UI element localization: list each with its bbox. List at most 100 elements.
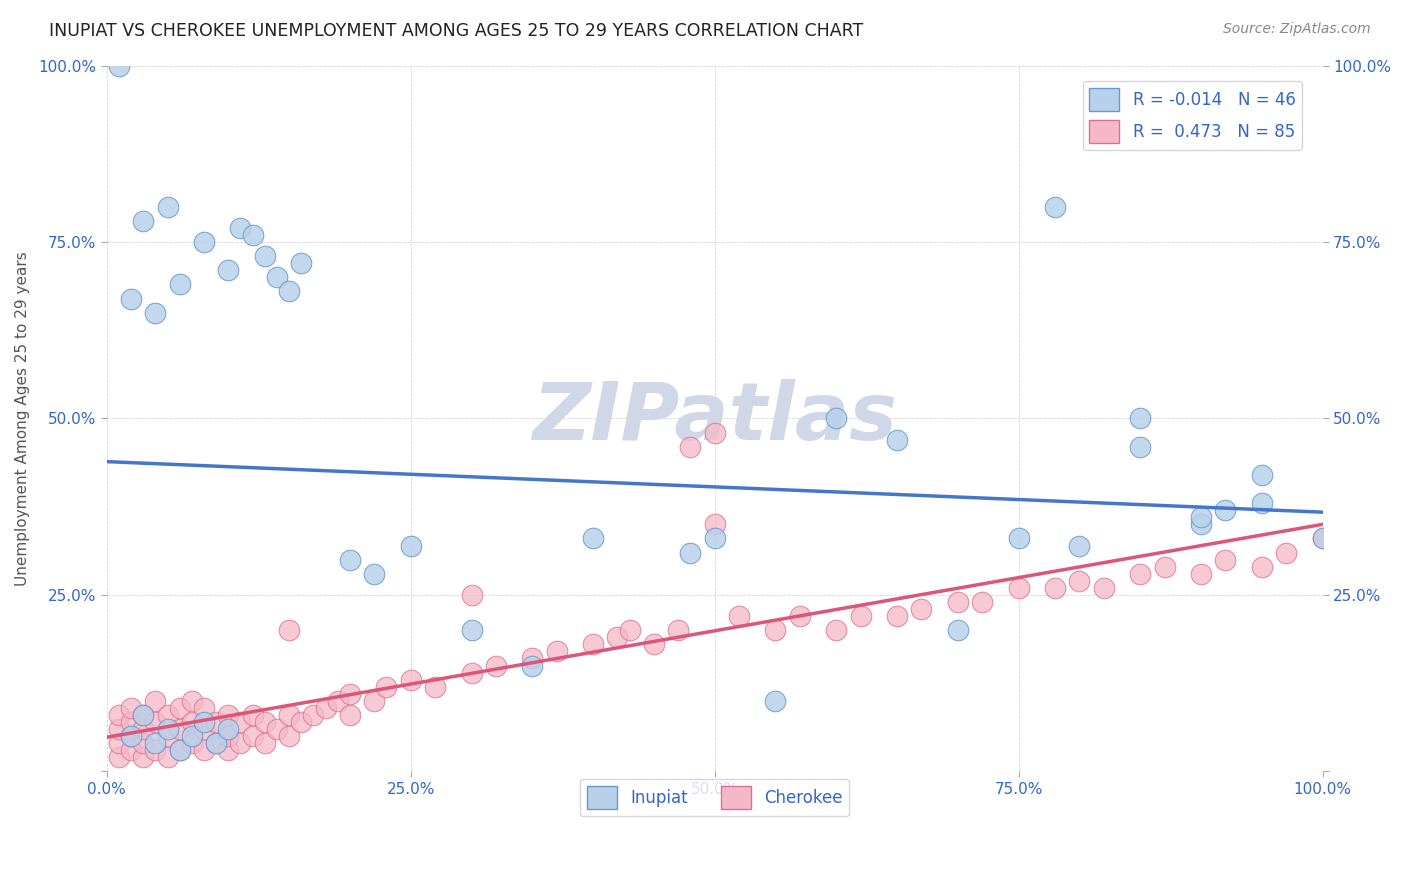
- Point: [120, 292, 142, 306]
- Point: [132, 736, 155, 750]
- Text: Source: ZipAtlas.com: Source: ZipAtlas.com: [1223, 22, 1371, 37]
- Point: [193, 701, 215, 715]
- Point: [679, 545, 702, 559]
- Point: [169, 743, 191, 757]
- Point: [132, 750, 155, 764]
- Point: [375, 680, 398, 694]
- Point: [1250, 559, 1272, 574]
- Point: [132, 707, 155, 722]
- Point: [619, 624, 641, 638]
- Point: [169, 743, 191, 757]
- Point: [217, 729, 239, 743]
- Point: [703, 425, 725, 440]
- Point: [120, 714, 142, 729]
- Point: [108, 707, 131, 722]
- Point: [180, 714, 202, 729]
- Point: [120, 729, 142, 743]
- Point: [1189, 510, 1212, 524]
- Point: [180, 729, 202, 743]
- Legend: Inupiat, Cherokee: Inupiat, Cherokee: [579, 779, 849, 816]
- Point: [120, 729, 142, 743]
- Point: [522, 651, 544, 665]
- Point: [217, 722, 239, 736]
- Point: [266, 722, 288, 736]
- Point: [278, 729, 301, 743]
- Point: [789, 609, 811, 624]
- Point: [1092, 581, 1115, 595]
- Point: [193, 722, 215, 736]
- Point: [278, 707, 301, 722]
- Point: [145, 305, 167, 319]
- Point: [399, 539, 422, 553]
- Point: [156, 707, 179, 722]
- Point: [229, 736, 252, 750]
- Point: [132, 722, 155, 736]
- Point: [1043, 200, 1066, 214]
- Point: [290, 256, 312, 270]
- Point: [169, 701, 191, 715]
- Point: [666, 624, 689, 638]
- Point: [679, 440, 702, 454]
- Point: [582, 637, 605, 651]
- Point: [169, 722, 191, 736]
- Text: INUPIAT VS CHEROKEE UNEMPLOYMENT AMONG AGES 25 TO 29 YEARS CORRELATION CHART: INUPIAT VS CHEROKEE UNEMPLOYMENT AMONG A…: [49, 22, 863, 40]
- Point: [946, 595, 969, 609]
- Point: [1007, 581, 1029, 595]
- Point: [339, 707, 361, 722]
- Point: [217, 743, 239, 757]
- Point: [363, 694, 385, 708]
- Text: ZIPatlas: ZIPatlas: [531, 379, 897, 458]
- Point: [1129, 440, 1152, 454]
- Point: [1250, 467, 1272, 482]
- Point: [703, 517, 725, 532]
- Point: [180, 736, 202, 750]
- Point: [229, 714, 252, 729]
- Point: [1312, 532, 1334, 546]
- Point: [1189, 517, 1212, 532]
- Point: [145, 714, 167, 729]
- Point: [728, 609, 751, 624]
- Point: [522, 658, 544, 673]
- Point: [326, 694, 349, 708]
- Point: [156, 729, 179, 743]
- Point: [253, 714, 276, 729]
- Point: [339, 687, 361, 701]
- Point: [1312, 532, 1334, 546]
- Point: [156, 722, 179, 736]
- Point: [266, 270, 288, 285]
- Point: [193, 235, 215, 249]
- Point: [339, 552, 361, 566]
- Point: [132, 707, 155, 722]
- Point: [120, 701, 142, 715]
- Point: [229, 221, 252, 235]
- Point: [217, 263, 239, 277]
- Point: [825, 624, 848, 638]
- Point: [765, 624, 787, 638]
- Point: [315, 701, 337, 715]
- Point: [849, 609, 872, 624]
- Point: [205, 714, 228, 729]
- Point: [253, 249, 276, 263]
- Point: [108, 736, 131, 750]
- Point: [290, 714, 312, 729]
- Point: [1275, 545, 1298, 559]
- Point: [132, 214, 155, 228]
- Point: [765, 694, 787, 708]
- Point: [193, 743, 215, 757]
- Point: [825, 411, 848, 425]
- Point: [1069, 574, 1091, 588]
- Point: [460, 588, 482, 602]
- Point: [120, 743, 142, 757]
- Point: [643, 637, 665, 651]
- Point: [145, 694, 167, 708]
- Point: [108, 59, 131, 73]
- Point: [108, 750, 131, 764]
- Point: [242, 227, 264, 242]
- Point: [1213, 552, 1236, 566]
- Point: [205, 736, 228, 750]
- Point: [1069, 539, 1091, 553]
- Point: [169, 277, 191, 292]
- Point: [1189, 566, 1212, 581]
- Point: [582, 532, 605, 546]
- Point: [886, 609, 908, 624]
